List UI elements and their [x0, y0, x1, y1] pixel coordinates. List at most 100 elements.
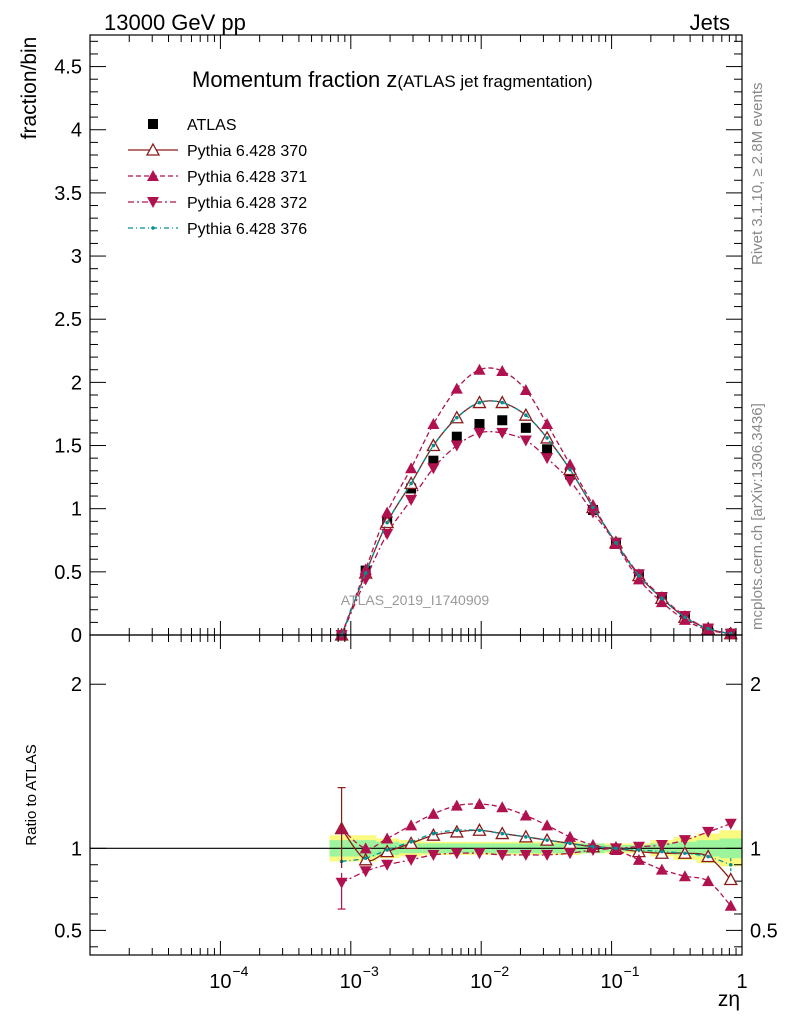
ratio-point [519, 849, 532, 861]
ratio-point [519, 809, 532, 821]
data-point [637, 573, 641, 578]
data-point [363, 571, 368, 575]
data-point [524, 413, 528, 418]
ratio-ylabel: Ratio to ATLAS [23, 744, 40, 845]
main-y-tick-label: 4 [71, 120, 82, 142]
data-point [381, 506, 394, 518]
data-point [497, 415, 508, 426]
data-point [683, 615, 687, 620]
data-point [591, 505, 595, 510]
ratio-point [473, 798, 486, 810]
ratio-point [524, 835, 528, 839]
ratio-y-tick-label-right: 1 [750, 838, 761, 860]
ratio-point [359, 842, 372, 854]
ratio-point [500, 831, 505, 836]
ratio-y-tick-label: 2 [71, 674, 82, 696]
data-point [520, 422, 531, 433]
ratio-point [724, 899, 737, 911]
data-point [541, 418, 554, 430]
ratio-point [660, 849, 664, 854]
ratio-point [706, 854, 710, 859]
data-point [477, 400, 482, 405]
data-point [473, 427, 486, 439]
header-right: Jets [690, 10, 730, 35]
series-line-pythia-6-428-376 [340, 400, 731, 636]
ratio-point [568, 841, 572, 846]
legend-marker [147, 170, 159, 181]
ratio-point [637, 848, 641, 852]
ratio-point [632, 841, 645, 853]
ratio-point [723, 872, 738, 886]
data-point [385, 520, 389, 525]
ratio-point [450, 848, 463, 860]
data-point [568, 467, 572, 472]
ratio-point [450, 799, 463, 811]
ratio-point [496, 801, 509, 813]
main-y-tick-label: 0 [71, 625, 82, 647]
ratio-point [381, 859, 394, 871]
data-point [428, 455, 439, 466]
header-left: 13000 GeV pp [104, 10, 246, 35]
data-point [450, 382, 463, 394]
legend-label: Pythia 6.428 370 [187, 143, 307, 160]
data-point [519, 383, 532, 395]
main-axes: 0 0.5 1 1.5 2 2.5 3 3.5 4 4.5 [54, 35, 742, 647]
data-point [381, 528, 394, 540]
data-point [451, 431, 462, 442]
data-point [405, 494, 418, 506]
ratio-point [381, 832, 394, 844]
legend-marker [145, 142, 161, 156]
ratio-point [427, 807, 440, 819]
main-y-tick-label: 0.5 [54, 562, 82, 584]
data-point [660, 596, 664, 601]
ratio-point [564, 830, 577, 842]
ratio-line-pythia-6-428-376 [341, 829, 731, 866]
main-title: Momentum fraction z(ATLAS jet fragmentat… [192, 67, 593, 92]
x-tick-label: 10 [340, 971, 362, 993]
ratio-point [655, 840, 668, 852]
main-y-tick-label: 1 [71, 499, 82, 521]
ratio-point [591, 844, 595, 849]
ratio-point [363, 856, 368, 860]
data-point [614, 540, 618, 545]
legend-marker [148, 119, 158, 129]
data-point [706, 626, 710, 631]
ratio-panel: 0.5 0.51 12 2 Ratio to ATLAS zη 10 −4 10 −3 10−… [23, 634, 778, 1011]
legend-label: Pythia 6.428 371 [187, 169, 307, 186]
ratio-point [477, 828, 482, 833]
side-rivet-label: Rivet 3.1.10, ≥ 2.8M events [749, 83, 766, 266]
data-point [542, 444, 553, 455]
data-point [427, 418, 440, 430]
ratio-point [455, 828, 459, 833]
x-tick-label: 10 [470, 971, 492, 993]
ratio-point [678, 835, 691, 847]
ratio-point [702, 826, 715, 838]
x-tick-exponent: −2 [493, 963, 509, 979]
x-tick-exponent: −1 [624, 963, 640, 979]
ratio-series [334, 787, 738, 911]
ratio-point [385, 848, 389, 852]
data-point [500, 400, 505, 405]
main-y-tick-label: 3 [71, 246, 82, 268]
legend-marker [151, 226, 155, 230]
data-point [564, 458, 577, 470]
data-point [359, 563, 372, 575]
x-tick-labels: 10 −4 10 −3 10 −2 10 −1 1 [209, 963, 747, 993]
ratio-point [724, 818, 737, 830]
ratio-point [632, 853, 645, 865]
data-point [496, 427, 509, 439]
data-point [474, 419, 485, 430]
legend-marker [147, 197, 159, 208]
ratio-y-tick-label: 0.5 [54, 920, 82, 942]
side-mcplots-label: mcplots.cern.ch [arXiv:1306.3436] [749, 403, 766, 630]
ratio-point [359, 866, 372, 878]
ratio-point [405, 854, 418, 866]
data-point [586, 507, 599, 519]
data-point [431, 443, 436, 448]
main-panel: 0 0.5 1 1.5 2 2.5 3 3.5 4 4.5 fraction/bin ATLAS_… [18, 34, 743, 647]
ratio-point [409, 839, 413, 844]
legend: ATLAS Pythia 6.428 370 Pythia 6.428 371 Pyt… [128, 117, 307, 238]
data-point [427, 463, 440, 475]
data-point [450, 440, 463, 452]
ratio-point [564, 848, 577, 860]
